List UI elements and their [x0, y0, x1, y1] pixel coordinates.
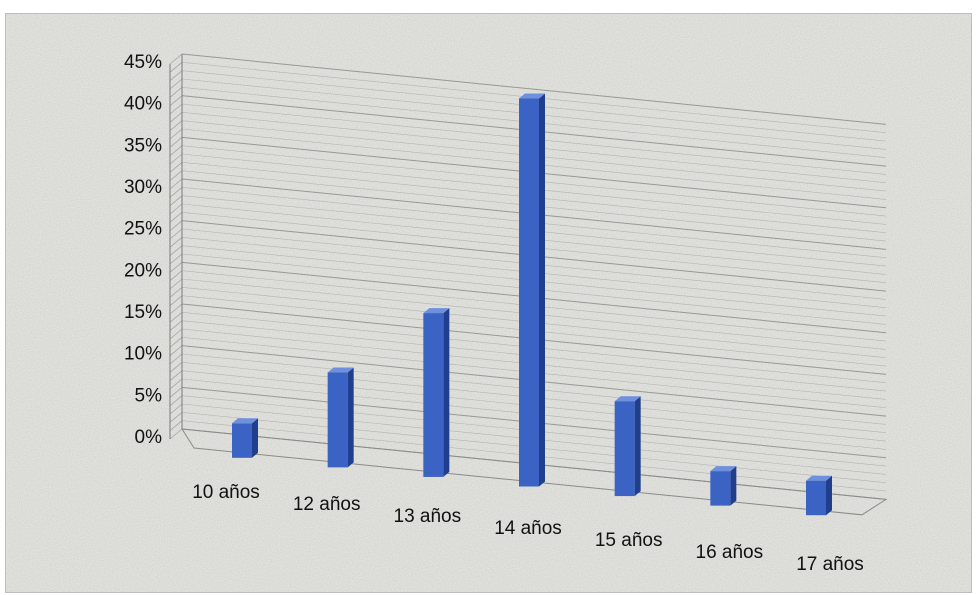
side-wall-grid-line	[169, 87, 183, 98]
y-tick-label: 20%	[124, 260, 162, 281]
bar-top-face	[423, 308, 450, 314]
bar-side-face	[539, 93, 545, 487]
x-category-label: 10 años	[192, 482, 260, 503]
side-wall-grid-line	[169, 103, 183, 115]
side-wall-grid-line	[169, 303, 183, 315]
side-wall-grid-line	[169, 203, 183, 215]
y-tick-label: 25%	[124, 219, 162, 240]
side-wall-grid-line	[169, 112, 183, 123]
x-category-label: 14 años	[494, 518, 562, 539]
side-wall-grid-line	[169, 128, 183, 140]
side-wall-grid-line	[169, 295, 183, 306]
side-wall-grid-line	[169, 278, 183, 290]
bar-side-face	[252, 418, 258, 458]
side-wall-grid-line	[169, 387, 183, 398]
bar-front-face	[614, 401, 635, 497]
side-wall-grid-line	[169, 53, 183, 65]
side-wall-grid-line	[169, 328, 183, 340]
bar	[519, 93, 545, 487]
side-wall-grid-line	[169, 253, 183, 265]
y-tick-label: 35%	[124, 135, 162, 156]
side-wall-grid-line	[169, 312, 183, 323]
bar-chart-3d: 0% 5% 10% 15% 20% 25% 30% 35% 40% 45% 10 años 12 a…	[6, 14, 971, 592]
side-wall-grid-line	[169, 162, 183, 173]
bar-front-face	[806, 480, 826, 516]
x-category-label: 15 años	[595, 530, 663, 551]
y-tick-label: 0%	[135, 427, 163, 448]
y-tick-label: 10%	[124, 344, 162, 365]
y-tick-label: 45%	[124, 52, 162, 73]
side-wall-grid-line	[169, 153, 183, 165]
bar	[806, 475, 832, 516]
side-wall-grid-line	[169, 70, 183, 81]
grid-line	[181, 53, 887, 125]
side-wall-grid-line	[169, 245, 183, 256]
bar-side-face	[730, 466, 737, 506]
side-wall-grid-line	[169, 78, 183, 90]
bar-top-face	[806, 475, 832, 481]
side-wall-grid-line	[169, 212, 183, 223]
side-wall-grid-line	[169, 428, 183, 440]
bar-top-face	[327, 367, 354, 373]
y-tick-label: 30%	[124, 177, 162, 198]
x-category-label: 17 años	[796, 554, 864, 575]
bar-front-face	[519, 98, 539, 487]
bar-front-face	[232, 423, 252, 458]
y-tick-label: 5%	[135, 385, 163, 406]
axes	[169, 54, 888, 516]
bar	[614, 396, 641, 497]
y-axis-tick-labels: 0% 5% 10% 15% 20% 25% 30% 35% 40% 45%	[124, 52, 162, 448]
side-wall-grid-line	[169, 412, 183, 423]
bar-side-face	[443, 308, 450, 477]
side-wall-grid-line	[169, 237, 183, 248]
bar-top-face	[232, 418, 258, 424]
side-wall-grid-line	[169, 95, 183, 106]
side-wall-grid-line	[169, 195, 183, 206]
side-wall-grid-line	[169, 362, 183, 373]
x-category-label: 12 años	[293, 494, 361, 515]
y-tick-label: 15%	[124, 302, 162, 323]
chart-frame: 0% 5% 10% 15% 20% 25% 30% 35% 40% 45% 10 años 12 a…	[5, 13, 972, 593]
bar-top-face	[614, 396, 641, 402]
bar-top-face	[519, 93, 545, 99]
bar-front-face	[710, 471, 731, 506]
side-wall-grid-line	[169, 403, 183, 415]
bar-front-face	[327, 372, 348, 468]
side-wall-grid-line	[169, 137, 183, 148]
side-wall-grid-line	[169, 320, 183, 331]
side-wall-grid-line	[169, 170, 183, 181]
x-axis-category-labels: 10 años 12 años 13 años 14 años 15 años 16 añ…	[192, 482, 864, 575]
x-category-label: 13 años	[394, 506, 462, 527]
side-wall-grid-line	[169, 262, 183, 273]
side-wall-grid-line	[169, 120, 183, 131]
side-wall-grid-line	[169, 220, 183, 231]
side-wall-grid-line	[169, 62, 183, 73]
side-wall-grid-line	[169, 287, 183, 298]
bar	[710, 466, 737, 506]
side-wall-grid-line	[169, 420, 183, 431]
bar-front-face	[423, 313, 444, 477]
y-tick-label: 40%	[124, 94, 162, 115]
side-wall-grid-line	[169, 345, 183, 356]
bars	[232, 93, 832, 516]
bar	[327, 367, 354, 468]
side-wall-grid-line	[169, 187, 183, 198]
side-wall-grid-line	[169, 395, 183, 406]
side-wall-grid-line	[169, 228, 183, 240]
bar	[423, 308, 450, 477]
side-wall-grid-line	[169, 270, 183, 281]
side-wall-grid-line	[169, 337, 183, 348]
side-wall-grid-line	[169, 145, 183, 156]
x-category-label: 16 años	[696, 542, 764, 563]
side-wall-grid-line	[169, 178, 183, 190]
bar	[232, 418, 258, 458]
side-wall-grid-line	[169, 353, 183, 365]
bar-side-face	[347, 367, 354, 468]
side-wall-grid-line	[169, 370, 183, 381]
bar-side-face	[826, 475, 832, 516]
bar-top-face	[710, 466, 737, 472]
bar-side-face	[634, 396, 641, 497]
side-wall-grid-line	[169, 378, 183, 390]
floor-outline	[181, 428, 888, 516]
